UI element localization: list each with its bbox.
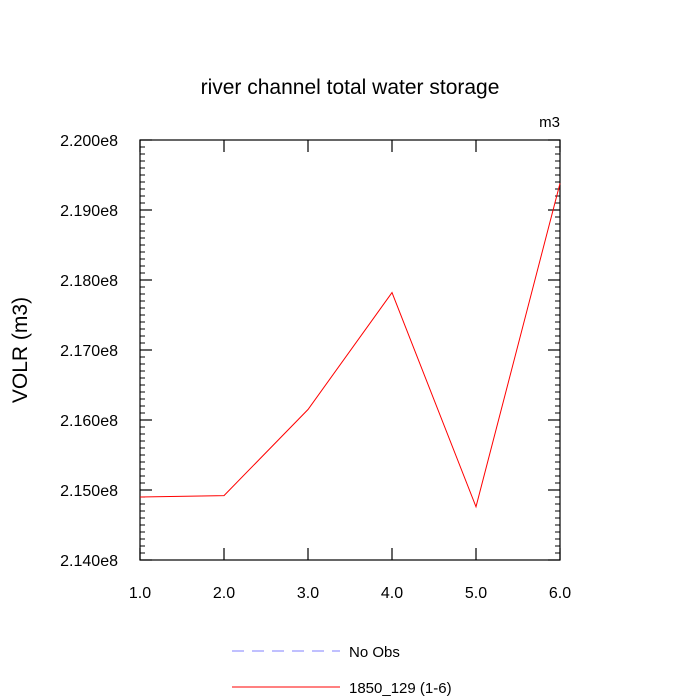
series-lines [139,183,561,509]
y-tick-label: 2.190e8 [60,203,118,220]
y-tick-label: 2.200e8 [60,133,118,150]
units-label: m3 [539,114,560,131]
x-tick-label: 3.0 [297,585,319,602]
y-tick-label: 2.160e8 [60,413,118,430]
legend-label: 1850_129 (1-6) [349,680,452,697]
y-axis-label: VOLR (m3) [9,297,32,403]
x-tick-label: 5.0 [465,585,487,602]
axes: 1.0 2.0 3.0 4.0 5.0 6.0 2.140e8 2.150e8 2.160e8 2… [60,133,571,602]
x-tick-label: 6.0 [549,585,571,602]
legend: No Obs 1850_129 (1-6) [232,644,452,697]
x-tick-label: 4.0 [381,585,403,602]
x-tick-label: 1.0 [129,585,151,602]
series-line [139,183,561,509]
y-tick-label: 2.140e8 [60,553,118,570]
y-tick-label: 2.170e8 [60,343,118,360]
chart-title: river channel total water storage [201,76,500,99]
y-tick-label: 2.180e8 [60,273,118,290]
plot-frame [139,139,561,561]
legend-label: No Obs [349,644,400,661]
x-tick-label: 2.0 [213,585,235,602]
y-tick-label: 2.150e8 [60,483,118,500]
